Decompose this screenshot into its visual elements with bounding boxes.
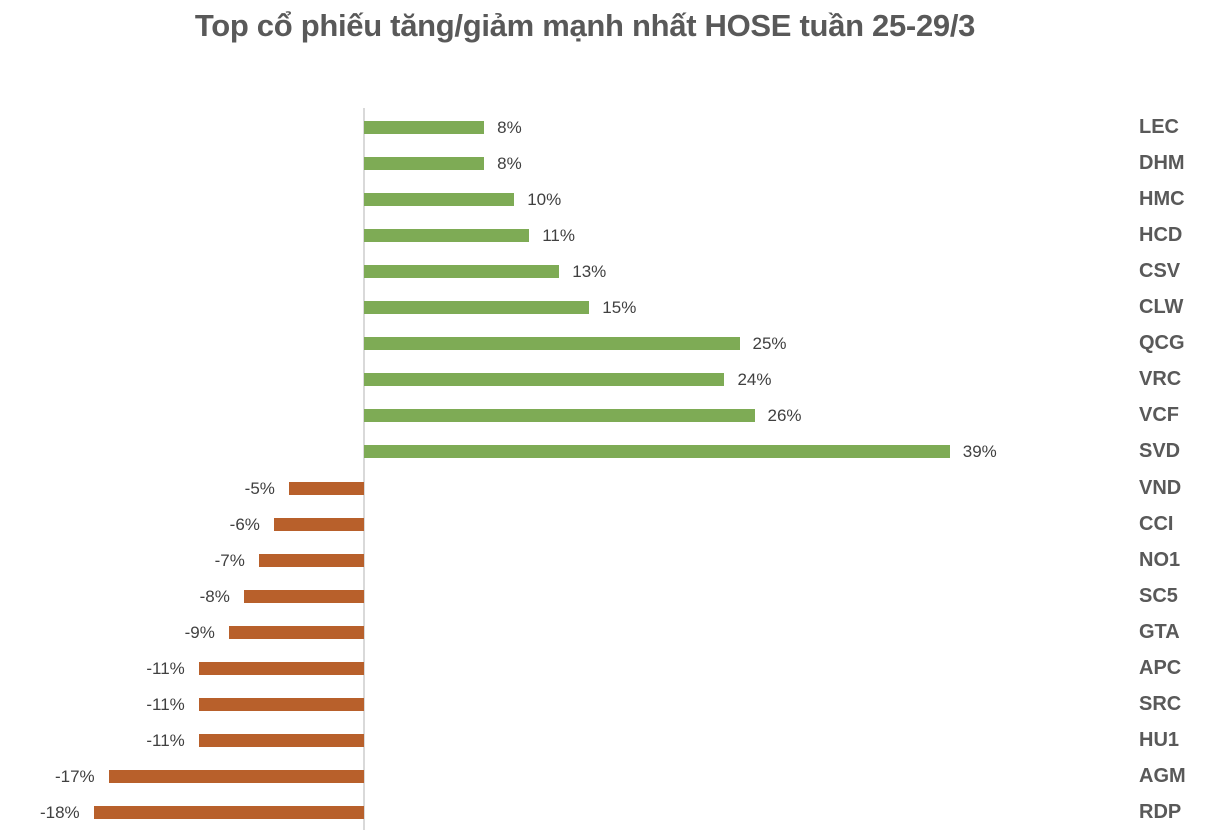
value-label: -6% xyxy=(229,514,260,534)
category-label: LEC xyxy=(1139,116,1179,138)
value-label: -18% xyxy=(39,802,80,822)
bar-agm xyxy=(108,769,364,783)
value-label: -8% xyxy=(199,586,230,606)
value-label: 26% xyxy=(767,406,802,426)
bar-csv xyxy=(364,265,560,279)
category-label: GTA xyxy=(1139,620,1180,643)
bar-vnd xyxy=(288,481,364,495)
bar-hcd xyxy=(364,229,530,243)
value-label: 25% xyxy=(752,334,787,354)
bar-dhm xyxy=(364,157,485,171)
value-label: 13% xyxy=(572,262,607,282)
bar-no1 xyxy=(258,553,364,567)
category-label: VRC xyxy=(1139,368,1182,391)
value-label: 8% xyxy=(497,118,522,137)
bar-hu1 xyxy=(198,733,364,747)
bar-qcg xyxy=(364,337,740,351)
category-label: SRC xyxy=(1139,692,1182,715)
category-label: RDP xyxy=(1139,800,1182,823)
category-label: CLW xyxy=(1139,296,1184,319)
chart-title: Top cổ phiếu tăng/giảm mạnh nhất HOSE tu… xyxy=(194,8,976,43)
value-label: 8% xyxy=(497,154,522,174)
category-label: VCF xyxy=(1139,404,1179,427)
value-label: -9% xyxy=(184,622,215,642)
bar-vcf xyxy=(364,409,755,423)
bar-src xyxy=(198,697,364,711)
value-label: -7% xyxy=(214,550,245,570)
category-label: HU1 xyxy=(1139,728,1180,751)
category-label: APC xyxy=(1139,656,1182,679)
category-label: CSV xyxy=(1139,260,1181,283)
value-label: 39% xyxy=(962,442,997,462)
value-label: -5% xyxy=(244,478,275,498)
category-label: QCG xyxy=(1139,332,1185,355)
value-label: 10% xyxy=(527,190,562,210)
category-label: VND xyxy=(1139,476,1182,499)
category-label: SVD xyxy=(1139,440,1181,463)
value-label: 24% xyxy=(737,370,772,390)
value-label: 11% xyxy=(542,226,575,246)
category-label: SC5 xyxy=(1139,584,1178,607)
bar-hmc xyxy=(364,193,515,207)
bar-sc5 xyxy=(243,589,364,603)
value-label: -11% xyxy=(146,658,185,678)
bar-svd xyxy=(364,445,950,459)
zero-axis-line xyxy=(363,108,365,830)
category-label: HMC xyxy=(1139,188,1185,211)
bar-clw xyxy=(364,301,590,315)
bar-gta xyxy=(228,625,364,639)
value-label: -11% xyxy=(146,730,185,750)
bar-apc xyxy=(198,661,364,675)
category-label: DHM xyxy=(1139,152,1185,175)
bar-lec xyxy=(364,121,485,134)
category-label: HCD xyxy=(1139,224,1183,247)
value-label: -11% xyxy=(146,694,185,714)
bar-rdp xyxy=(93,805,364,819)
value-label: 15% xyxy=(602,298,637,318)
value-label: -17% xyxy=(54,766,95,786)
category-label: NO1 xyxy=(1139,548,1181,571)
category-label: CCI xyxy=(1139,512,1174,535)
bar-cci xyxy=(273,517,364,531)
category-label: AGM xyxy=(1139,764,1186,787)
bar-vrc xyxy=(364,373,725,387)
